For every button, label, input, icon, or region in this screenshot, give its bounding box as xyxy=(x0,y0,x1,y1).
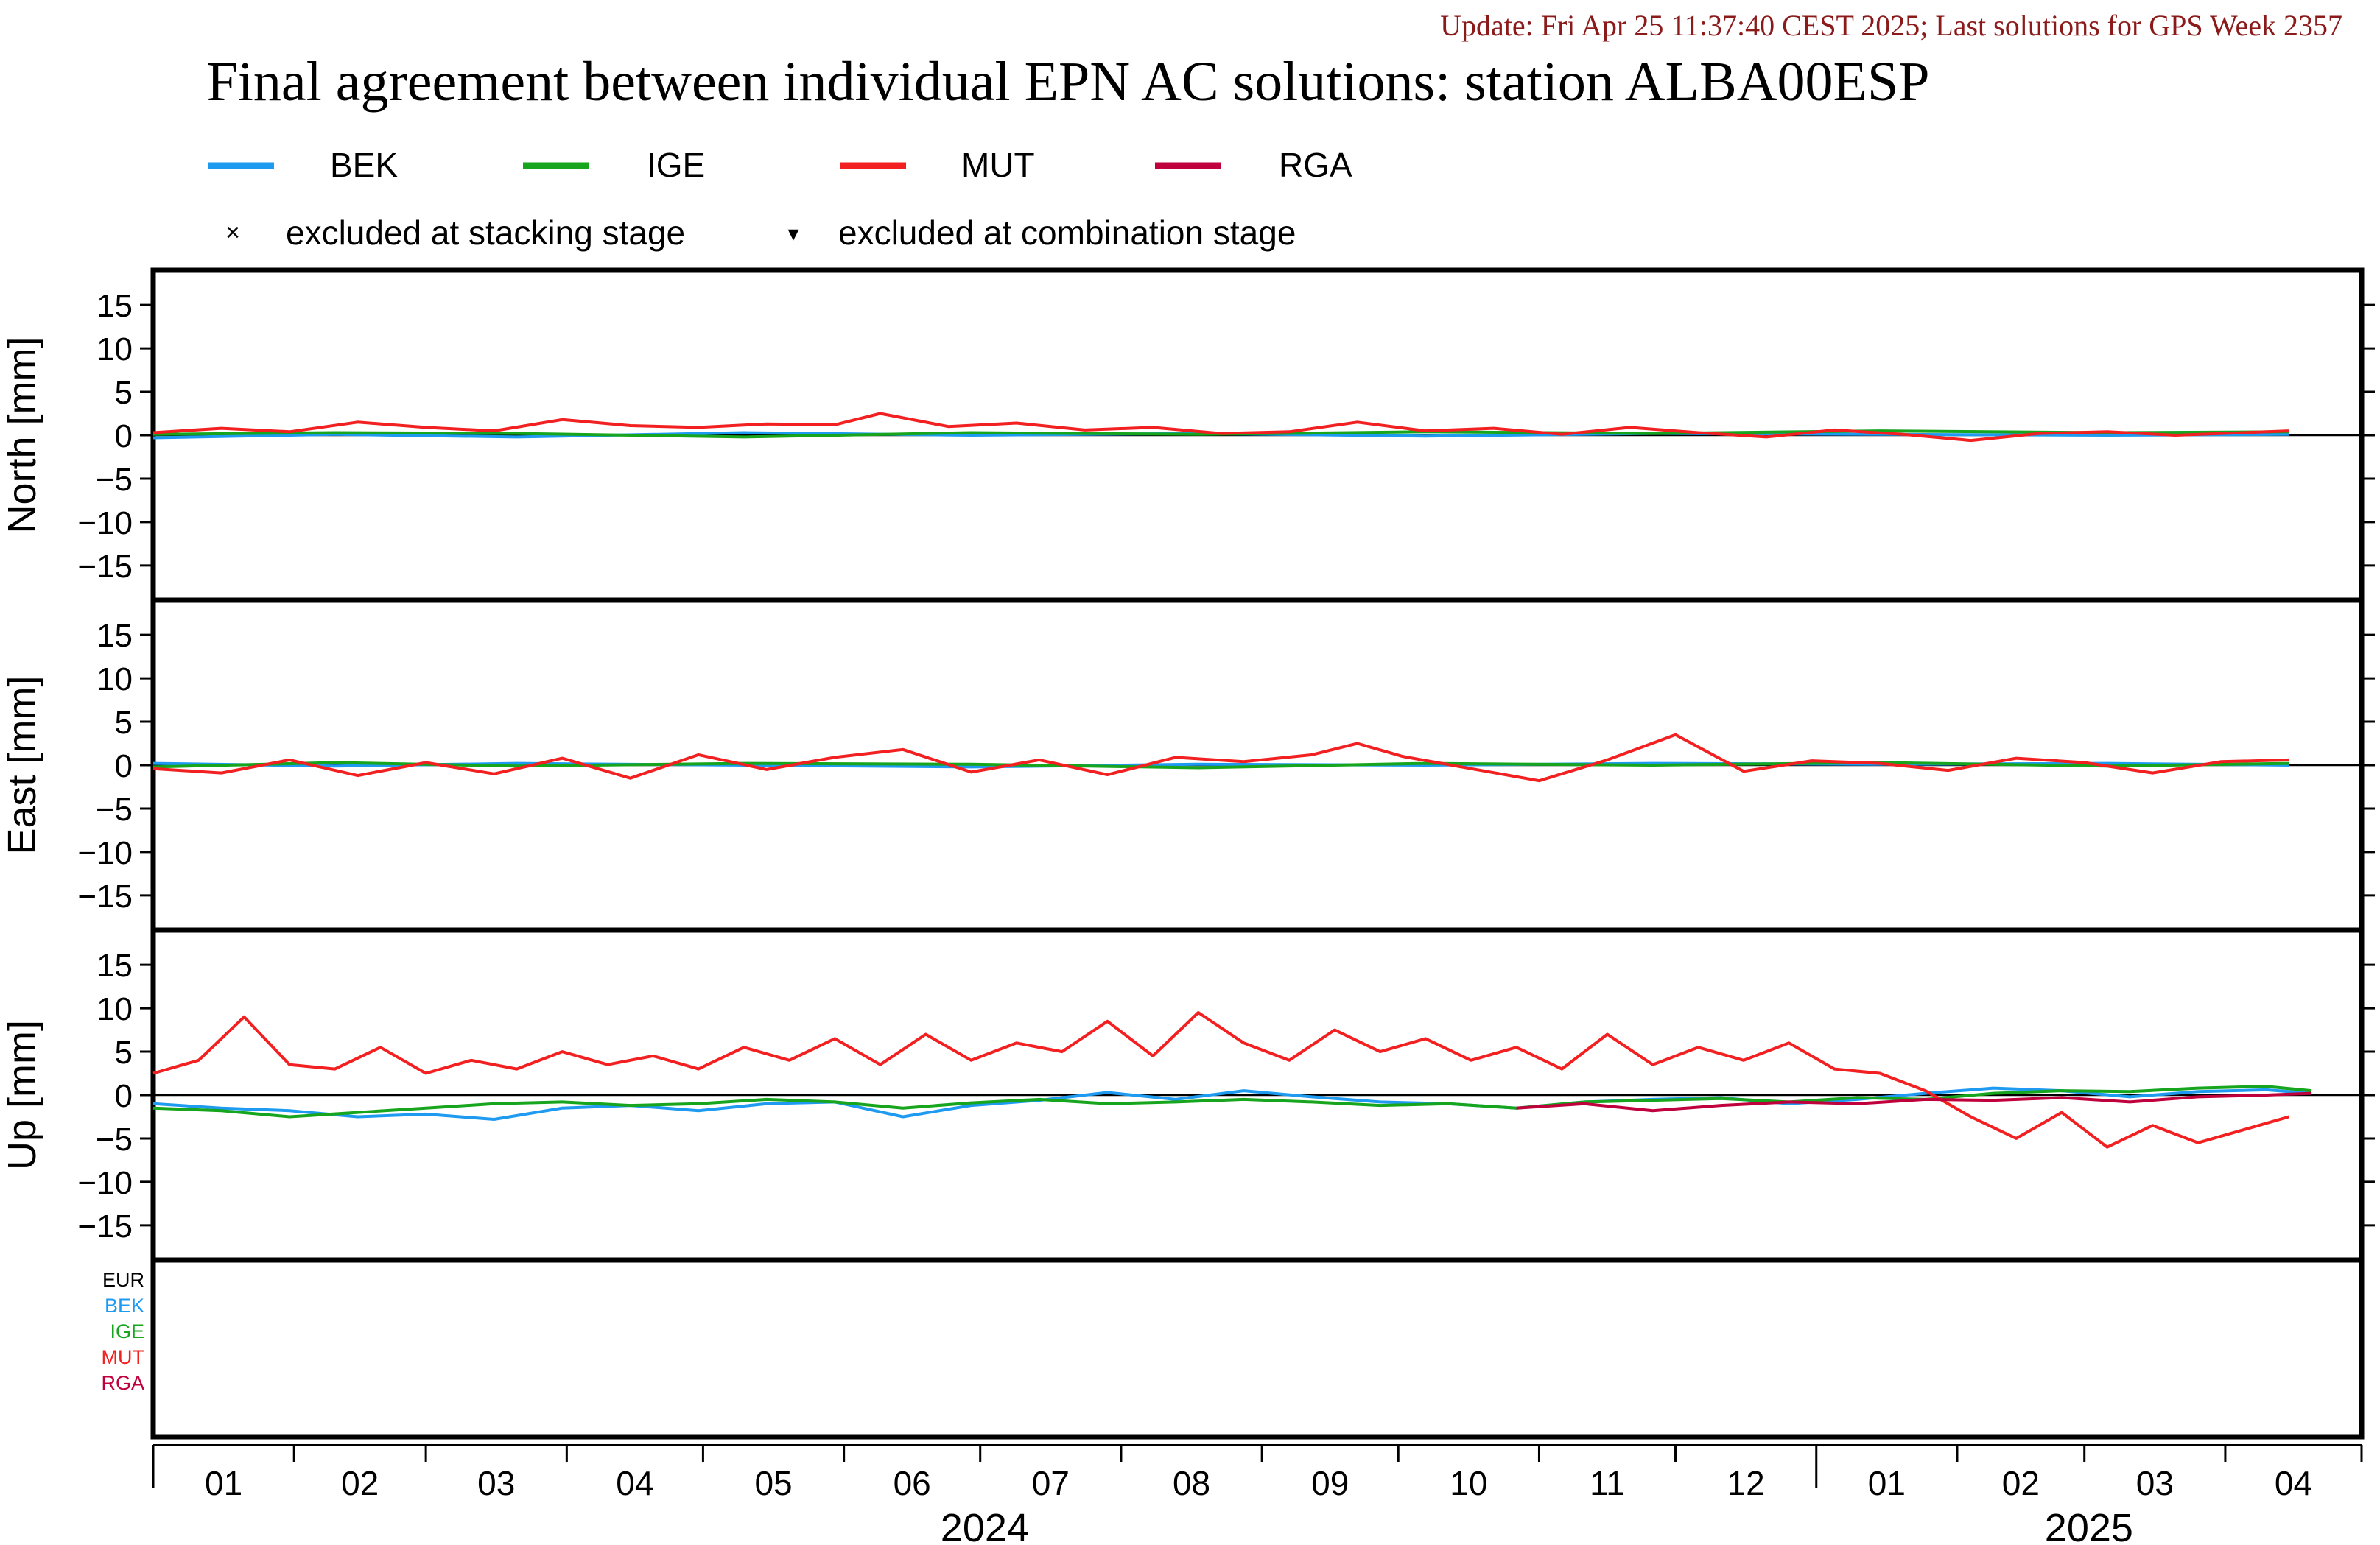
north-ytick-label: 10 xyxy=(96,331,133,367)
up-ytick-label: 5 xyxy=(115,1035,133,1071)
month-label: 08 xyxy=(1173,1464,1210,1502)
chart-title: Final agreement between individual EPN A… xyxy=(207,51,1930,113)
legend-label-mut: MUT xyxy=(961,146,1035,184)
up-series-mut xyxy=(152,1011,2289,1149)
east-ytick-label: 0 xyxy=(115,748,133,784)
east-series-mut xyxy=(152,733,2289,783)
month-label: 06 xyxy=(894,1464,931,1502)
legend-label-rga: RGA xyxy=(1279,146,1352,184)
north-ytick-label: 15 xyxy=(96,288,133,324)
up-ytick-label: −15 xyxy=(77,1208,133,1245)
east-series-ige xyxy=(152,761,2289,770)
month-label: 02 xyxy=(2002,1464,2040,1502)
month-label: 03 xyxy=(477,1464,515,1502)
side-legend-ige: IGE xyxy=(110,1320,144,1342)
legend-item-ige: IGE xyxy=(523,146,705,184)
up-ylabel: Up [mm] xyxy=(0,1020,44,1170)
east-panel: East [mm] 15 10 5 0 −5 −10 −15 xyxy=(0,597,2375,933)
side-legend-mut: MUT xyxy=(102,1346,144,1368)
up-ytick-label: −10 xyxy=(77,1165,133,1201)
exclusion-frame xyxy=(150,1257,2365,1440)
up-series-ige xyxy=(152,1085,2312,1119)
north-ticks: 15 10 5 0 −5 −10 −15 xyxy=(77,288,2375,585)
north-ytick-label: −15 xyxy=(77,549,133,585)
month-label: 12 xyxy=(1727,1464,1765,1502)
month-label: 05 xyxy=(754,1464,792,1502)
up-ytick-label: 0 xyxy=(115,1078,133,1114)
east-ytick-label: 15 xyxy=(96,618,133,654)
legend-item-bek: BEK xyxy=(208,146,398,184)
legend-label-ige: IGE xyxy=(647,146,705,184)
up-series xyxy=(152,1011,2312,1149)
up-ticks: 15 10 5 0 −5 −10 −15 xyxy=(77,948,2375,1245)
north-series-mut xyxy=(152,412,2289,443)
legend-label-bek: BEK xyxy=(330,146,398,184)
month-label: 04 xyxy=(616,1464,653,1502)
east-ytick-label: 5 xyxy=(115,705,133,741)
east-ytick-label: −5 xyxy=(96,792,133,828)
month-label: 07 xyxy=(1032,1464,1070,1502)
combination-marker-icon: ▾ xyxy=(787,222,798,246)
update-text: Update: Fri Apr 25 11:37:40 CEST 2025; L… xyxy=(1440,9,2342,42)
up-series-bek xyxy=(152,1086,2312,1121)
month-label: 09 xyxy=(1311,1464,1349,1502)
east-ytick-label: −10 xyxy=(77,835,133,871)
stacking-marker-label: excluded at stacking stage xyxy=(286,214,685,252)
combination-marker-label: excluded at combination stage xyxy=(838,214,1296,252)
north-series-ige xyxy=(152,429,2289,439)
north-series xyxy=(152,412,2289,443)
up-ytick-label: 10 xyxy=(96,991,133,1027)
month-label: 11 xyxy=(1590,1464,1625,1502)
side-legend-rga: RGA xyxy=(101,1372,144,1394)
month-label: 04 xyxy=(2275,1464,2312,1502)
side-legend-eur: EUR xyxy=(102,1269,144,1291)
east-ticks: 15 10 5 0 −5 −10 −15 xyxy=(77,618,2375,915)
month-ticks: 01 02 03 04 05 06 07 08 09 10 11 12 01 02 03 04 xyxy=(152,1445,2363,1502)
east-series xyxy=(152,733,2289,783)
north-ytick-label: 5 xyxy=(115,375,133,411)
east-ylabel: East [mm] xyxy=(0,675,44,854)
year-labels: 2024 2025 xyxy=(941,1506,2133,1545)
east-ytick-label: 10 xyxy=(96,661,133,697)
month-label: 03 xyxy=(2136,1464,2174,1502)
north-panel: North [mm] 15 10 5 0 −5 −10 −15 xyxy=(0,267,2375,603)
time-axis: 01 02 03 04 05 06 07 08 09 10 11 12 01 02 03 04 2024 202… xyxy=(152,1444,2363,1545)
month-label: 01 xyxy=(1868,1464,1906,1502)
north-ytick-label: −5 xyxy=(96,462,133,498)
year-label-2025: 2025 xyxy=(2045,1506,2133,1545)
legend: BEK IGE MUT RGA × excluded at stacking s… xyxy=(208,146,1352,252)
month-label: 02 xyxy=(341,1464,379,1502)
month-label: 10 xyxy=(1450,1464,1487,1502)
up-panel: Up [mm] 15 10 5 0 −5 −10 −15 xyxy=(0,927,2375,1263)
up-series-rga xyxy=(1516,1091,2312,1113)
exclusion-panel: EUR BEK IGE MUT RGA xyxy=(101,1257,2365,1440)
north-ytick-label: −10 xyxy=(77,505,133,541)
north-ytick-label: 0 xyxy=(115,418,133,454)
stacking-marker-icon: × xyxy=(225,219,240,247)
legend-item-mut: MUT xyxy=(840,146,1035,184)
east-ytick-label: −15 xyxy=(77,879,133,915)
month-label: 01 xyxy=(205,1464,242,1502)
up-ytick-label: 15 xyxy=(96,948,133,984)
year-label-2024: 2024 xyxy=(941,1506,1029,1545)
side-legend-bek: BEK xyxy=(105,1295,144,1317)
up-ytick-label: −5 xyxy=(96,1122,133,1158)
legend-item-rga: RGA xyxy=(1155,146,1352,184)
north-ylabel: North [mm] xyxy=(0,337,44,533)
